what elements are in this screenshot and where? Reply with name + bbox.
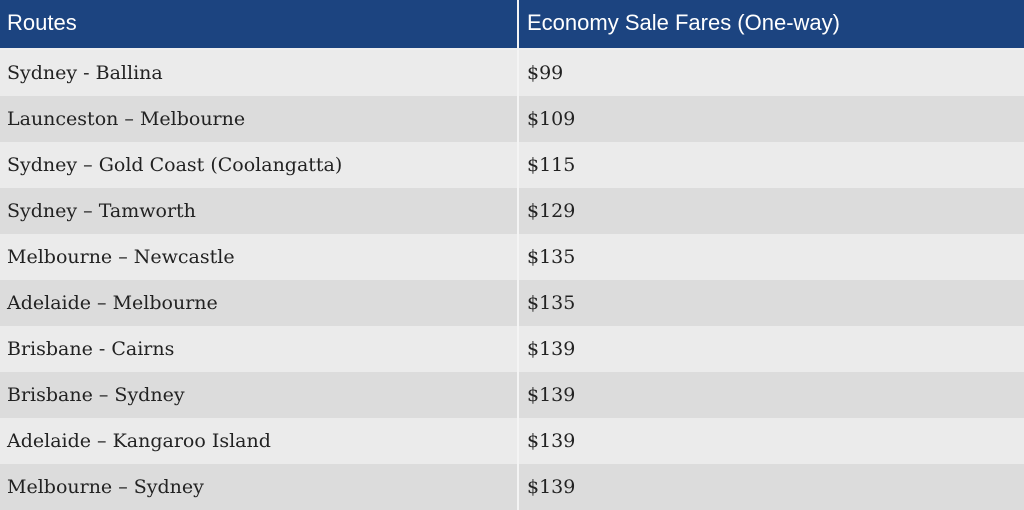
fare-cell: $139 — [517, 464, 1024, 510]
table-row: Melbourne – Newcastle $135 — [0, 234, 1024, 280]
route-cell: Launceston – Melbourne — [7, 108, 246, 130]
fare-cell: $135 — [517, 234, 1024, 280]
table-row: Brisbane - Cairns $139 — [0, 326, 1024, 372]
table-row: Sydney - Ballina $99 — [0, 50, 1024, 96]
table-row: Launceston – Melbourne $109 — [0, 96, 1024, 142]
fare-cell: $139 — [517, 372, 1024, 418]
fare-cell: $139 — [517, 326, 1024, 372]
route-cell: Brisbane – Sydney — [7, 384, 185, 406]
table-header: Routes Economy Sale Fares (One-way) — [0, 0, 1024, 50]
table-body: Sydney - Ballina $99 Launceston – Melbourn… — [0, 50, 1024, 510]
route-cell: Adelaide – Melbourne — [7, 292, 218, 314]
fare-cell: $99 — [517, 50, 1024, 96]
fare-cell: $115 — [517, 142, 1024, 188]
route-cell: Brisbane - Cairns — [7, 338, 175, 360]
route-cell: Melbourne – Newcastle — [7, 246, 235, 268]
table-row: Brisbane – Sydney $139 — [0, 372, 1024, 418]
table-row: Sydney – Tamworth $129 — [0, 188, 1024, 234]
route-cell: Sydney – Tamworth — [7, 200, 196, 222]
fare-cell: $135 — [517, 280, 1024, 326]
route-cell: Melbourne – Sydney — [7, 476, 204, 498]
table-row: Adelaide – Kangaroo Island $139 — [0, 418, 1024, 464]
route-cell: Sydney - Ballina — [7, 62, 163, 84]
fare-cell: $139 — [517, 418, 1024, 464]
route-cell: Adelaide – Kangaroo Island — [7, 430, 271, 452]
header-cell: Economy Sale Fares (One-way) — [517, 0, 1024, 48]
route-cell: Sydney – Gold Coast (Coolangatta) — [7, 154, 343, 176]
table-row: Sydney – Gold Coast (Coolangatta) $115 — [0, 142, 1024, 188]
table-row: Melbourne – Sydney $139 — [0, 464, 1024, 510]
table-row: Adelaide – Melbourne $135 — [0, 280, 1024, 326]
fare-cell: $129 — [517, 188, 1024, 234]
header-cell: Routes — [7, 10, 77, 35]
fare-cell: $109 — [517, 96, 1024, 142]
